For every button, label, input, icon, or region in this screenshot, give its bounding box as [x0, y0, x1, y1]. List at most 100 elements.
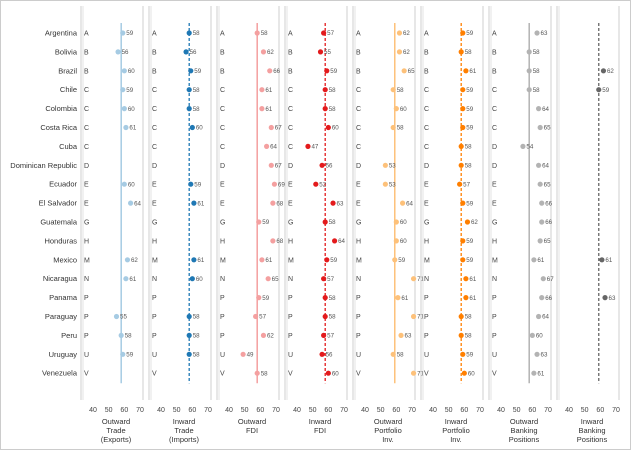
- country-code: P: [424, 333, 429, 340]
- x-tick-label: 40: [429, 407, 437, 414]
- data-label: 55: [120, 314, 127, 321]
- data-point: [463, 68, 469, 74]
- data-point: [191, 257, 197, 263]
- panel-title: Portfolio: [374, 426, 402, 435]
- country-code: C: [288, 87, 293, 94]
- country-code: C: [220, 144, 225, 151]
- data-label: 58: [465, 144, 472, 151]
- x-tick-label: 50: [105, 407, 113, 414]
- data-point: [460, 106, 466, 112]
- data-point: [270, 238, 276, 244]
- country-code: P: [84, 333, 89, 340]
- country-code: D: [84, 163, 89, 170]
- data-point: [128, 200, 134, 206]
- data-label: 59: [466, 125, 473, 132]
- panel-title: Trade: [106, 426, 125, 435]
- data-point: [526, 68, 532, 74]
- country-label: Peru: [61, 331, 77, 340]
- country-label: Costa Rica: [40, 123, 78, 132]
- panel-title: Outward: [238, 417, 266, 426]
- x-tick-label: 70: [544, 407, 552, 414]
- panel-title: Trade: [174, 426, 193, 435]
- x-tick-label: 50: [513, 407, 521, 414]
- data-point: [325, 124, 331, 131]
- data-label: 59: [126, 87, 133, 94]
- data-point: [271, 181, 278, 187]
- country-code: C: [492, 87, 497, 94]
- country-code: P: [84, 295, 89, 302]
- country-code: P: [152, 314, 157, 321]
- panel-title: Banking: [510, 426, 537, 435]
- x-tick-label: 60: [256, 407, 264, 414]
- country-code: C: [424, 87, 429, 94]
- data-point: [253, 313, 259, 320]
- data-label: 62: [267, 49, 274, 56]
- data-point: [319, 351, 325, 357]
- data-point: [461, 370, 467, 376]
- data-label: 59: [194, 181, 201, 188]
- country-code: P: [424, 314, 429, 321]
- data-label: 64: [542, 163, 549, 170]
- country-label: Bolivia: [55, 47, 78, 56]
- data-label: 61: [469, 276, 476, 283]
- data-point: [325, 370, 331, 376]
- country-code: V: [424, 371, 429, 378]
- panel-title: Inv.: [450, 435, 462, 444]
- data-point: [113, 313, 120, 320]
- data-point: [189, 124, 195, 131]
- data-point: [305, 143, 311, 149]
- country-label: Nicaragua: [43, 274, 78, 283]
- data-label: 59: [602, 87, 609, 94]
- data-point: [256, 295, 262, 301]
- country-code: U: [288, 352, 293, 359]
- country-code: D: [220, 163, 225, 170]
- data-label: 68: [276, 238, 283, 245]
- data-point: [123, 124, 129, 131]
- data-point: [526, 87, 532, 93]
- country-label: Honduras: [44, 236, 77, 245]
- data-label: 64: [406, 200, 413, 207]
- country-code: N: [356, 276, 361, 283]
- data-label: 58: [397, 352, 404, 359]
- country-code: B: [220, 68, 225, 75]
- country-code: B: [152, 49, 157, 56]
- data-point: [332, 238, 338, 244]
- data-label: 62: [607, 68, 614, 75]
- data-point: [382, 162, 388, 168]
- country-label: Brazil: [58, 66, 77, 75]
- data-point: [596, 87, 602, 93]
- panel-title: Inward: [173, 417, 196, 426]
- data-label: 64: [270, 144, 277, 151]
- data-point: [123, 276, 129, 282]
- data-label: 65: [544, 238, 551, 245]
- country-code: P: [424, 295, 429, 302]
- data-label: 59: [466, 200, 473, 207]
- x-tick-label: 50: [445, 407, 453, 414]
- data-label: 61: [129, 125, 136, 132]
- data-label: 66: [545, 219, 552, 226]
- data-label: 60: [196, 125, 203, 132]
- data-point: [319, 162, 325, 168]
- data-point: [322, 106, 328, 112]
- data-point: [268, 162, 274, 168]
- country-code: V: [220, 371, 225, 378]
- country-code: C: [356, 144, 361, 151]
- data-point: [186, 313, 192, 320]
- country-label: Cuba: [59, 142, 78, 151]
- data-point: [121, 68, 127, 74]
- x-tick-label: 50: [173, 407, 181, 414]
- country-code: P: [356, 333, 361, 340]
- data-label: 61: [265, 257, 272, 264]
- data-label: 62: [403, 49, 410, 56]
- country-code: E: [356, 182, 361, 189]
- country-code: C: [220, 125, 225, 132]
- data-label: 56: [326, 352, 333, 359]
- data-point: [460, 351, 466, 357]
- data-label: 58: [465, 163, 472, 170]
- x-tick-label: 40: [157, 407, 165, 414]
- country-code: C: [84, 106, 89, 113]
- data-label: 61: [265, 106, 272, 113]
- data-point: [531, 370, 537, 376]
- data-point: [265, 276, 271, 282]
- x-tick-label: 50: [377, 407, 385, 414]
